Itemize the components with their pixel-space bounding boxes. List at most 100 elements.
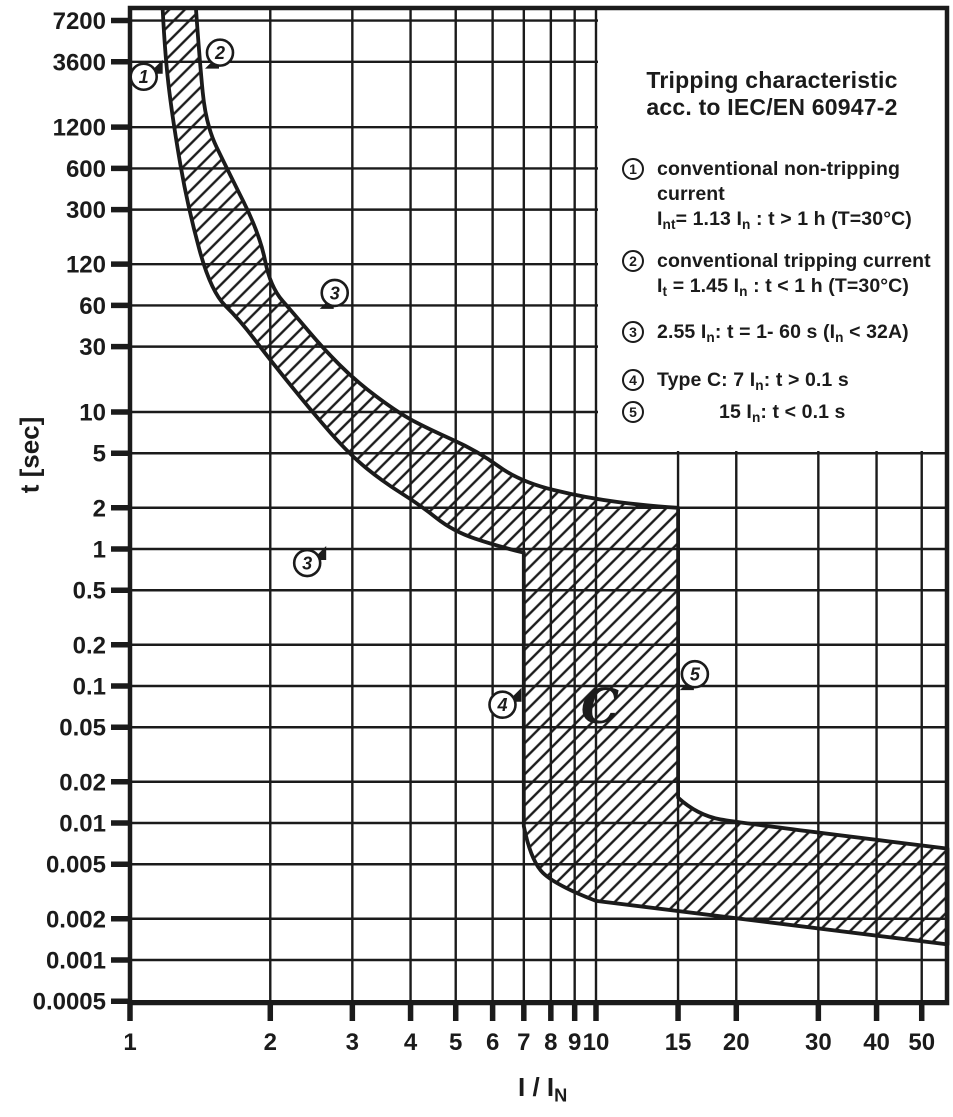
x-tick-label-6: 6	[486, 1029, 499, 1056]
y-tick-label-5: 5	[93, 441, 106, 468]
y-tick-label-0.1: 0.1	[73, 674, 106, 701]
x-tick-label-50: 50	[908, 1029, 935, 1056]
legend-item-4: 4 Type C: 7 In: t > 0.1 s	[622, 368, 944, 398]
text-segment: Type C: 7	[657, 369, 750, 392]
subscript: n	[835, 330, 844, 346]
y-tick-label-10: 10	[79, 400, 106, 427]
x-tick-label-1: 1	[123, 1029, 136, 1056]
legend-item-line: 15 In: t < 0.1 s	[719, 400, 846, 430]
y-tick-label-1200: 1200	[53, 115, 106, 142]
y-tick-label-0.2: 0.2	[73, 632, 106, 659]
legend-item-line: Type C: 7 In: t > 0.1 s	[657, 368, 849, 398]
tripping-band	[160, 6, 950, 947]
y-tick-label-3600: 3600	[53, 49, 106, 76]
x-tick-label-20: 20	[723, 1029, 750, 1056]
subscript: nt	[662, 217, 676, 233]
subscript: n	[742, 217, 751, 233]
legend-item-text: conventional non-tripping current Int= 1.…	[657, 157, 944, 237]
x-tick-label-30: 30	[805, 1029, 832, 1056]
annotation-circle	[205, 38, 235, 67]
y-tick-label-600: 600	[66, 156, 106, 183]
annotation-number: 3	[330, 283, 340, 303]
text-segment: 15	[719, 401, 747, 424]
x-tick-label-40: 40	[863, 1029, 890, 1056]
legend-title: Tripping characteristic	[646, 67, 898, 93]
subscript: n	[739, 284, 748, 300]
annotation-circle	[680, 659, 710, 689]
y-tick-label-1: 1	[93, 537, 106, 564]
x-tick-label-9: 9	[568, 1029, 581, 1056]
y-tick-label-0.05: 0.05	[59, 715, 106, 742]
numbered-badge-4: 4	[622, 369, 644, 392]
numbered-badge-3: 3	[622, 321, 644, 344]
y-tick-label-0.01: 0.01	[59, 811, 106, 838]
text-segment: 2.55	[657, 321, 701, 344]
x-tick-label-10: 10	[583, 1029, 610, 1056]
text-segment: I	[733, 275, 740, 298]
legend-box: Tripping characteristic acc. to IEC/EN 6…	[600, 11, 944, 449]
legend-item-line: conventional tripping current	[657, 249, 931, 274]
y-tick-label-0.005: 0.005	[46, 852, 106, 879]
legend-items: 1 conventional non-tripping current Int= 1…	[600, 157, 944, 430]
y-tick-label-7200: 7200	[53, 8, 106, 35]
legend-item-text: 2.55 In: t = 1- 60 s (In < 32A)	[657, 320, 909, 350]
legend-item-text: Type C: 7 In: t > 0.1 s	[657, 368, 849, 398]
y-tick-label-2: 2	[93, 495, 106, 522]
text-segment: I	[746, 401, 752, 424]
annotation-circle	[129, 62, 158, 92]
legend-item-1: 1 conventional non-tripping current Int= 1…	[622, 157, 944, 237]
text-segment: = 1.45	[667, 275, 734, 298]
x-tick-label-2: 2	[264, 1029, 277, 1056]
y-tick-label-300: 300	[66, 197, 106, 224]
x-tick-label-7: 7	[517, 1029, 530, 1056]
text-segment: I	[736, 208, 743, 230]
annotation-number: 5	[690, 665, 701, 685]
legend-item-5: 5 15 In: t < 0.1 s	[622, 400, 944, 430]
text-segment: I	[829, 321, 836, 344]
text-segment: : t < 1 h (T=30°C)	[747, 275, 909, 298]
legend-item-text: 15 In: t < 0.1 s	[719, 400, 846, 430]
text-segment: I	[749, 369, 756, 392]
annotation-circle	[488, 690, 517, 720]
curve-type-label: C	[581, 679, 619, 735]
x-tick-label-3: 3	[346, 1029, 359, 1056]
subscript: n	[751, 410, 761, 426]
y-axis-title: t [sec]	[14, 416, 45, 494]
annotation-number: 3	[302, 554, 312, 574]
numbered-badge-5: 5	[622, 401, 644, 424]
annotation-marker-3b: 3	[292, 546, 327, 578]
text-segment: I	[657, 208, 663, 230]
annotation-number: 2	[214, 43, 225, 63]
x-tick-label-15: 15	[665, 1029, 692, 1056]
numbered-badge-2: 2	[622, 250, 644, 273]
text-segment: I	[657, 275, 663, 298]
annotation-marker-4: 4	[488, 687, 522, 720]
y-tick-label-0.5: 0.5	[73, 578, 106, 605]
text-segment: : t < 0.1 s	[760, 401, 846, 424]
subscript: n	[706, 330, 715, 346]
annotation-marker-2: 2	[204, 38, 235, 69]
text-segment: conventional non-tripping current	[657, 158, 900, 205]
text-segment: : t > 0.1 s	[763, 369, 849, 392]
text-segment: : t = 1- 60 s (	[714, 321, 830, 344]
x-axis-title-sub: N	[554, 1085, 568, 1106]
x-tick-label-4: 4	[404, 1029, 418, 1056]
x-tick-label-5: 5	[449, 1029, 462, 1056]
y-tick-label-0.0005: 0.0005	[33, 989, 106, 1016]
y-tick-label-30: 30	[79, 334, 106, 361]
subscript: n	[755, 378, 764, 394]
legend-item-line: conventional non-tripping current	[657, 157, 944, 207]
y-tick-label-0.002: 0.002	[46, 906, 106, 933]
y-tick-label-120: 120	[66, 252, 106, 279]
annotation-circle	[292, 548, 322, 578]
subscript: t	[662, 284, 668, 300]
legend-item-text: conventional tripping current It = 1.45 I…	[657, 249, 931, 304]
legend-item-3: 3 2.55 In: t = 1- 60 s (In < 32A)	[622, 320, 944, 350]
y-tick-label-0.02: 0.02	[59, 769, 106, 796]
legend-item-line: It = 1.45 In : t < 1 h (T=30°C)	[657, 274, 931, 304]
y-tick-label-0.001: 0.001	[46, 948, 106, 975]
annotation-marker-5: 5	[679, 659, 710, 691]
legend-item-line: Int= 1.13 In : t > 1 h (T=30°C)	[657, 207, 944, 237]
annotation-number: 1	[139, 67, 149, 87]
